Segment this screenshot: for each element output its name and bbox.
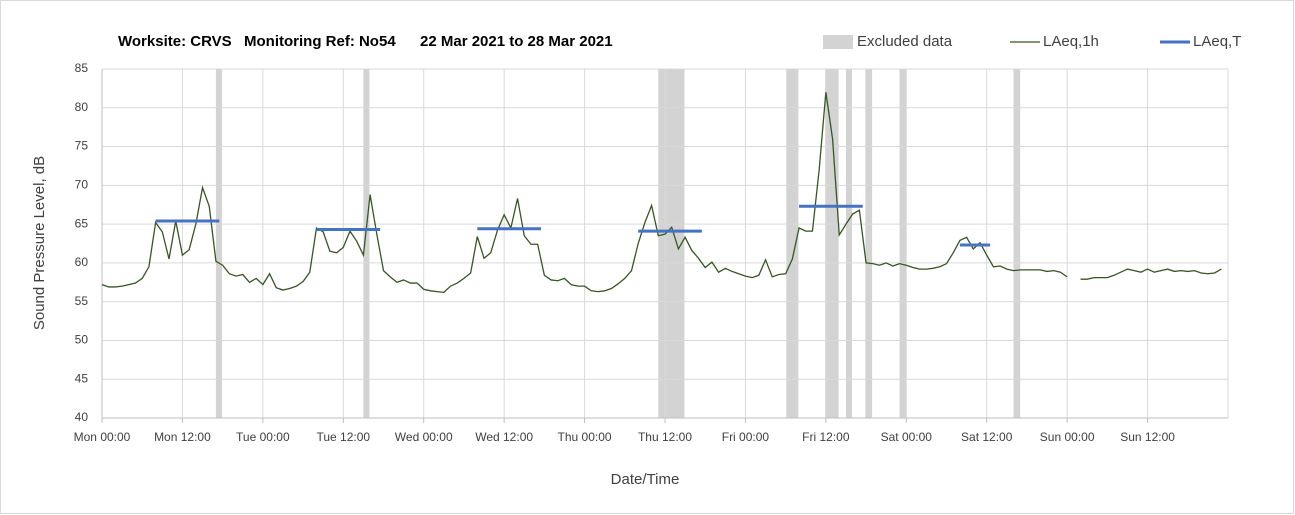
y-tick-label: 60 xyxy=(75,255,89,269)
excluded-band xyxy=(899,69,907,418)
x-tick-label: Sun 12:00 xyxy=(1120,430,1175,444)
x-tick-label: Tue 12:00 xyxy=(316,430,370,444)
y-tick-label: 50 xyxy=(75,333,89,347)
data-line xyxy=(101,92,1222,294)
y-tick-label: 75 xyxy=(75,139,89,153)
x-tick-label: Fri 00:00 xyxy=(722,430,770,444)
x-tick-label: Thu 00:00 xyxy=(558,430,612,444)
y-tick-label: 55 xyxy=(75,294,89,308)
y-axis-label: Sound Pressure Level, dB xyxy=(31,156,48,330)
excluded-band xyxy=(1013,69,1021,418)
y-tick-label: 45 xyxy=(75,371,89,385)
excluded-band xyxy=(658,69,685,418)
x-tick-label: Tue 00:00 xyxy=(236,430,290,444)
x-tick-label: Mon 12:00 xyxy=(154,430,211,444)
y-tick-label: 80 xyxy=(75,100,89,114)
excluded-band xyxy=(786,69,799,418)
excluded-band xyxy=(363,69,370,418)
x-tick-label: Sun 00:00 xyxy=(1040,430,1095,444)
legend-label: LAeq,1h xyxy=(1043,33,1099,50)
chart-title: Worksite: CRVS xyxy=(118,33,232,50)
legend-swatch xyxy=(823,35,853,49)
excluded-band xyxy=(825,69,839,418)
x-tick-label: Sat 00:00 xyxy=(881,430,933,444)
x-tick-label: Fri 12:00 xyxy=(802,430,850,444)
y-tick-label: 40 xyxy=(75,410,89,424)
excluded-band xyxy=(215,69,222,418)
x-tick-label: Wed 00:00 xyxy=(395,430,453,444)
y-tick-label: 70 xyxy=(75,178,89,192)
y-tick-label: 85 xyxy=(75,61,89,75)
excluded-band xyxy=(865,69,873,418)
excluded-band xyxy=(845,69,852,418)
x-tick-label: Wed 12:00 xyxy=(475,430,533,444)
x-axis-label: Date/Time xyxy=(611,471,680,488)
chart-title: 22 Mar 2021 to 28 Mar 2021 xyxy=(420,33,613,50)
x-tick-label: Mon 00:00 xyxy=(74,430,131,444)
x-tick-label: Sat 12:00 xyxy=(961,430,1013,444)
chart-title: Monitoring Ref: No54 xyxy=(244,33,396,50)
y-tick-label: 65 xyxy=(75,216,89,230)
x-tick-label: Thu 12:00 xyxy=(638,430,692,444)
legend-label: LAeq,T xyxy=(1193,33,1241,50)
legend-label: Excluded data xyxy=(857,33,953,50)
